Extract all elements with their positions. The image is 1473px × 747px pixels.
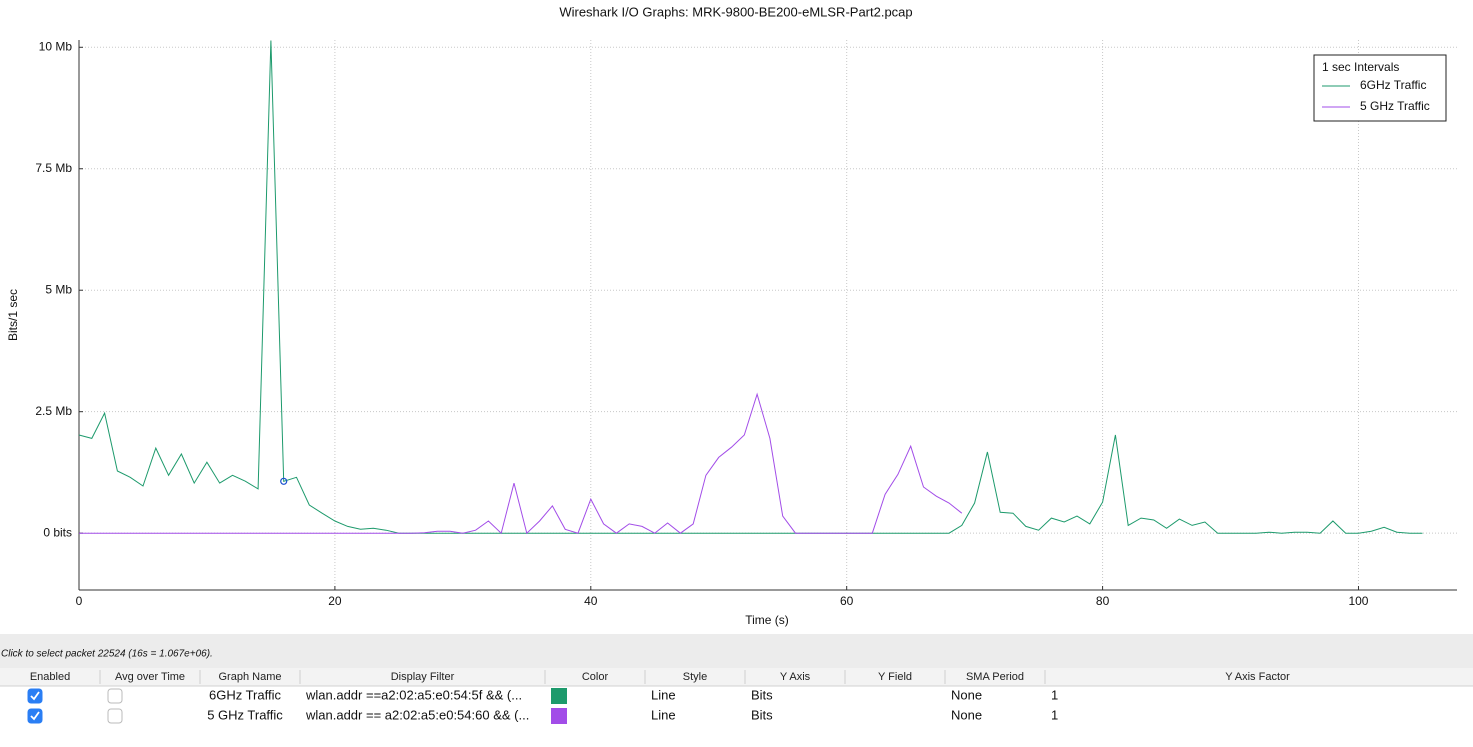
column-header: Y Axis	[780, 671, 811, 683]
series-line	[78, 40, 1423, 534]
display-filter[interactable]: wlan.addr ==a2:02:a5:e0:54:5f && (...	[305, 687, 522, 702]
legend-title: 1 sec Intervals	[1322, 60, 1399, 74]
y-tick-label: 7.5 Mb	[35, 161, 72, 175]
graph-name[interactable]: 6GHz Traffic	[209, 687, 282, 702]
x-tick-label: 60	[840, 594, 854, 608]
column-header: Style	[683, 671, 707, 683]
legend-label: 5 GHz Traffic	[1360, 99, 1430, 113]
y-tick-label: 0 bits	[43, 525, 72, 539]
y-axis-factor[interactable]: 1	[1051, 687, 1058, 702]
y-tick-label: 2.5 Mb	[35, 404, 72, 418]
selected-point	[280, 477, 288, 485]
x-tick-label: 0	[76, 594, 83, 608]
chart-title: Wireshark I/O Graphs: MRK-9800-BE200-eML…	[559, 4, 912, 19]
status-bar	[0, 634, 1473, 668]
column-header: SMA Period	[966, 671, 1024, 683]
graph-name[interactable]: 5 GHz Traffic	[207, 707, 283, 722]
display-filter[interactable]: wlan.addr == a2:02:a5:e0:54:60 && (...	[305, 707, 529, 722]
legend-label: 6GHz Traffic	[1360, 78, 1426, 92]
y-axis[interactable]: Bits	[751, 707, 773, 722]
checkmark	[30, 691, 40, 701]
checkbox[interactable]	[107, 708, 123, 724]
column-header: Display Filter	[391, 671, 455, 683]
y-tick-label: 5 Mb	[45, 282, 72, 296]
y-tick-label: 10 Mb	[39, 39, 73, 53]
sma-period[interactable]: None	[951, 687, 982, 702]
column-header: Avg over Time	[115, 671, 185, 683]
checkbox[interactable]	[27, 708, 43, 724]
style[interactable]: Line	[651, 707, 676, 722]
color-swatch[interactable]	[551, 708, 567, 724]
style[interactable]: Line	[651, 687, 676, 702]
y-axis[interactable]: Bits	[751, 687, 773, 702]
column-header: Y Axis Factor	[1225, 671, 1290, 683]
x-tick-label: 20	[328, 594, 342, 608]
sma-period[interactable]: None	[951, 707, 982, 722]
x-tick-label: 40	[584, 594, 598, 608]
column-header: Y Field	[878, 671, 912, 683]
color-swatch[interactable]	[551, 688, 567, 704]
y-axis-label: Bits/1 sec	[6, 289, 20, 341]
column-header: Enabled	[30, 671, 70, 683]
x-axis-label: Time (s)	[745, 613, 789, 627]
column-header: Color	[582, 671, 609, 683]
x-tick-label: 100	[1348, 594, 1368, 608]
checkbox[interactable]	[107, 688, 123, 704]
checkbox[interactable]	[27, 688, 43, 704]
checkmark	[30, 711, 40, 721]
column-header: Graph Name	[219, 671, 282, 683]
y-axis-factor[interactable]: 1	[1051, 707, 1058, 722]
table-header	[0, 668, 1473, 686]
series-line	[79, 392, 963, 535]
legend-box	[1313, 54, 1447, 122]
x-tick-label: 80	[1096, 594, 1110, 608]
status-text: Click to select packet 22524 (16s = 1.06…	[1, 649, 213, 660]
